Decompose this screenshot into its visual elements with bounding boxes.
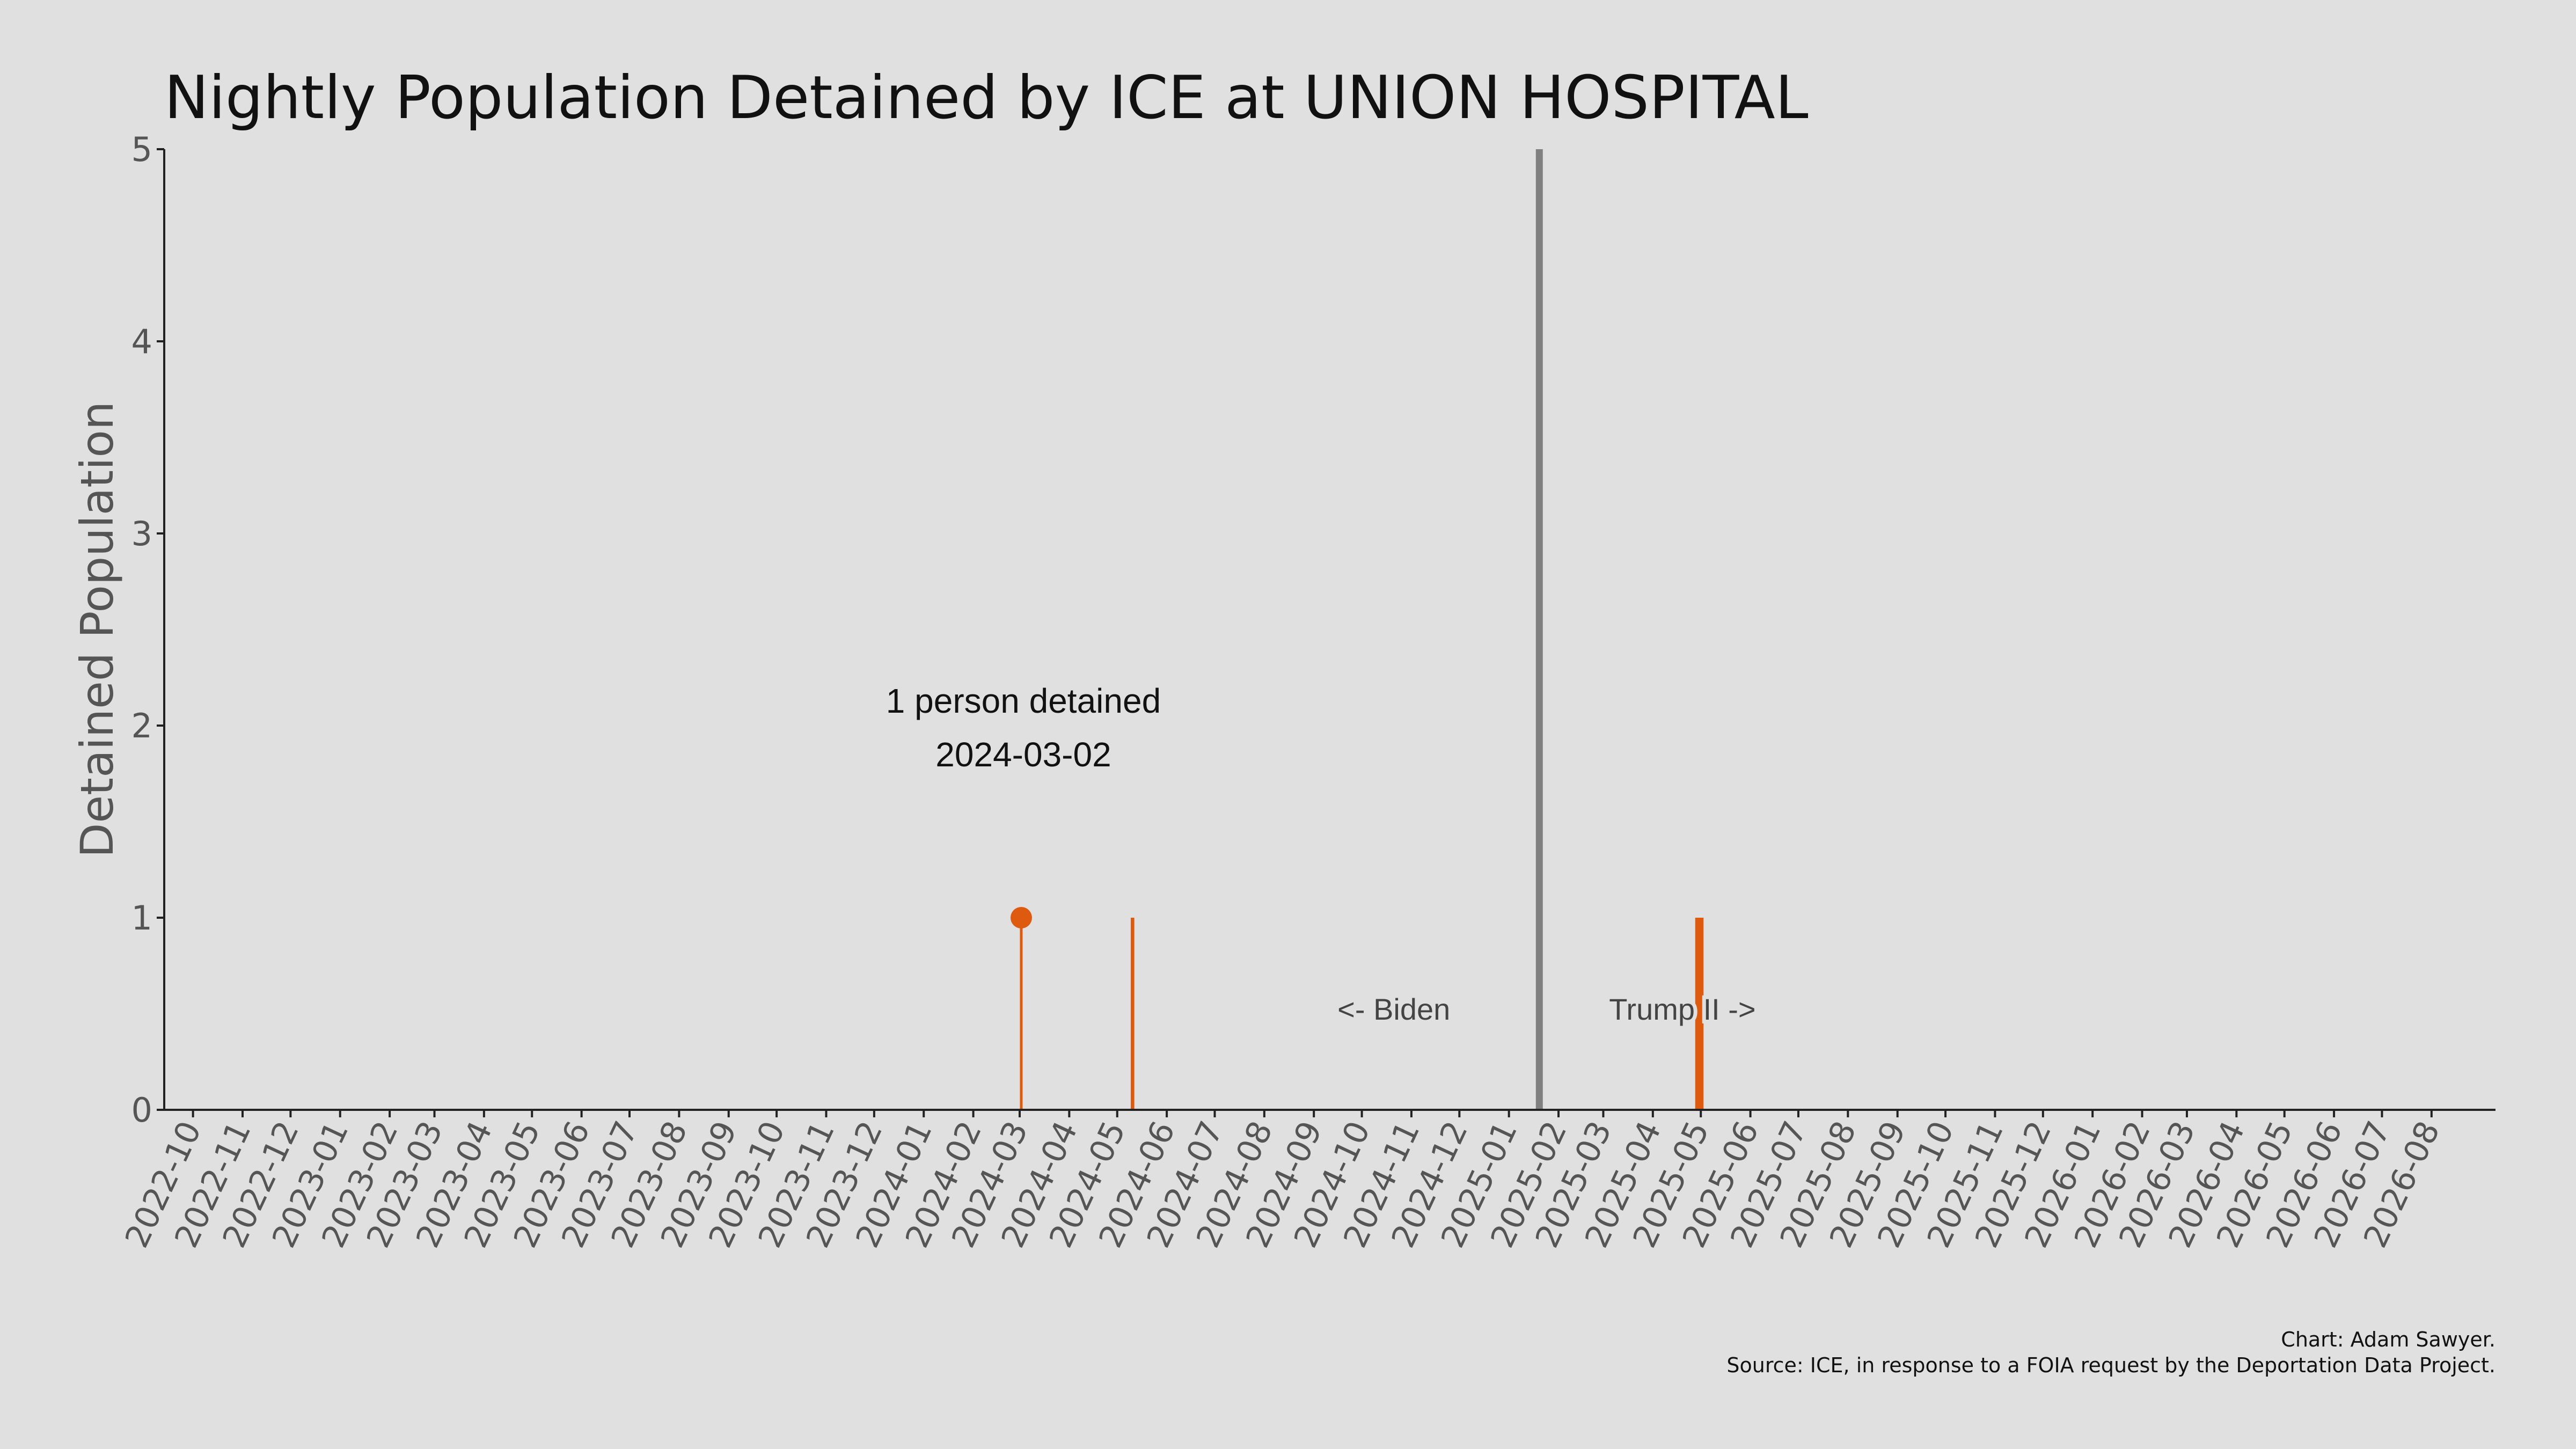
y-axis-label: Detained Population bbox=[71, 401, 123, 858]
data-bar-3 bbox=[1695, 918, 1697, 1110]
era-label-trump: Trump II -> bbox=[1609, 992, 1755, 1026]
ticks-layer: 0123452022-102022-112022-122023-012023-0… bbox=[118, 130, 2448, 1254]
data-bar-4 bbox=[1696, 918, 1699, 1110]
data-bar-7 bbox=[1701, 918, 1704, 1110]
credit-source: Source: ICE, in response to a FOIA reque… bbox=[1726, 1353, 2496, 1377]
chart-title: Nightly Population Detained by ICE at UN… bbox=[164, 63, 1809, 133]
bars-layer bbox=[1010, 149, 1704, 1110]
highlight-label-date: 2024-03-02 bbox=[935, 735, 1111, 774]
data-bar-6 bbox=[1700, 918, 1702, 1110]
y-tick-label-3: 3 bbox=[131, 514, 152, 553]
data-bar-5 bbox=[1698, 918, 1701, 1110]
highlight-point bbox=[1010, 907, 1032, 928]
y-tick-label-2: 2 bbox=[131, 706, 152, 745]
y-tick-label-1: 1 bbox=[131, 898, 152, 938]
y-tick-label-0: 0 bbox=[131, 1091, 152, 1130]
annotation-layer: 1 person detained 2024-03-02 <- Biden Trump… bbox=[886, 682, 1760, 1030]
credit-author: Chart: Adam Sawyer. bbox=[2281, 1328, 2496, 1351]
y-tick-label-4: 4 bbox=[131, 322, 152, 361]
data-bar-1 bbox=[1131, 918, 1133, 1110]
chart-credit: Chart: Adam Sawyer. Source: ICE, in resp… bbox=[1726, 1327, 2496, 1378]
highlight-label-count: 1 person detained bbox=[886, 682, 1161, 720]
data-bar-2 bbox=[1132, 918, 1135, 1110]
axes-layer: Detained Population bbox=[71, 149, 2496, 1111]
y-tick-label-5: 5 bbox=[131, 130, 152, 169]
era-label-biden: <- Biden bbox=[1337, 992, 1450, 1026]
